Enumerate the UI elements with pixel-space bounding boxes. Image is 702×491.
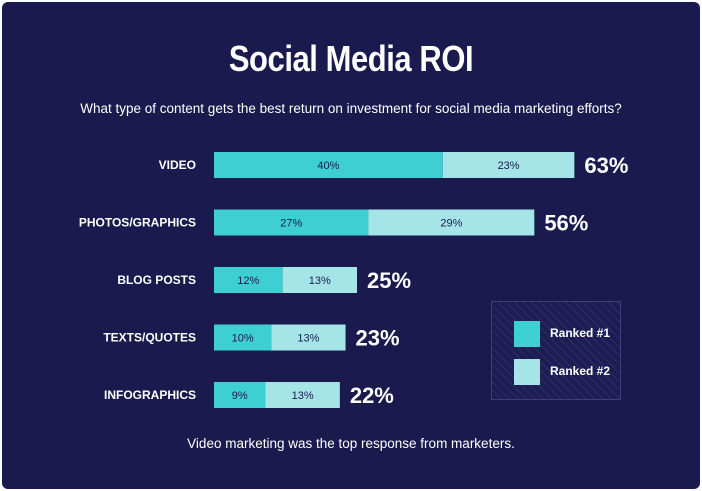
footer-note: Video marketing was the top response fro… bbox=[187, 436, 515, 451]
bar-segment-infographics-ranked-2 bbox=[265, 382, 340, 408]
bar-segment-texts-quotes-ranked-2 bbox=[271, 324, 346, 351]
category-label-texts-quotes: TEXTS/QUOTES bbox=[103, 331, 196, 345]
segment-label-blog-posts-ranked-2: 13% bbox=[309, 275, 331, 287]
bar-segment-infographics-ranked-1 bbox=[214, 382, 266, 408]
segment-label-texts-quotes-ranked-1: 10% bbox=[232, 333, 254, 345]
total-label-infographics: 22% bbox=[350, 383, 394, 408]
legend: Ranked #1 Ranked #2 bbox=[491, 301, 621, 400]
bar-segment-photos-graphics-ranked-1 bbox=[214, 209, 369, 236]
segment-label-photos-graphics-ranked-1: 27% bbox=[280, 218, 302, 230]
bar-segment-blog-posts-ranked-2 bbox=[282, 267, 357, 293]
total-label-texts-quotes: 23% bbox=[356, 326, 400, 351]
category-label-video: VIDEO bbox=[159, 158, 196, 172]
bar-segment-texts-quotes-ranked-1 bbox=[214, 324, 272, 351]
segment-label-photos-graphics-ranked-2: 29% bbox=[440, 218, 462, 230]
segment-label-infographics-ranked-2: 13% bbox=[292, 390, 314, 402]
segment-label-video-ranked-2: 23% bbox=[498, 160, 520, 172]
category-label-blog-posts: BLOG POSTS bbox=[117, 273, 196, 287]
chart-subtitle: What type of content gets the best retur… bbox=[80, 101, 622, 116]
legend-swatch-ranked-2 bbox=[514, 359, 540, 385]
chart-title: Social Media ROI bbox=[228, 38, 474, 79]
legend-label-ranked-1: Ranked #1 bbox=[550, 326, 611, 340]
segment-label-blog-posts-ranked-1: 12% bbox=[237, 275, 259, 287]
bar-segment-photos-graphics-ranked-2 bbox=[368, 209, 535, 236]
category-label-photos-graphics: PHOTOS/GRAPHICS bbox=[79, 216, 196, 230]
category-label-infographics: INFOGRAPHICS bbox=[104, 388, 196, 402]
total-label-photos-graphics: 56% bbox=[544, 211, 588, 236]
segment-label-infographics-ranked-1: 9% bbox=[232, 390, 248, 402]
legend-swatch-ranked-1 bbox=[514, 321, 540, 347]
bar-segment-video-ranked-2 bbox=[442, 152, 575, 178]
segment-label-texts-quotes-ranked-2: 13% bbox=[297, 333, 319, 345]
total-label-blog-posts: 25% bbox=[367, 268, 411, 293]
bar-segment-blog-posts-ranked-1 bbox=[214, 267, 283, 293]
bar-segment-video-ranked-1 bbox=[214, 152, 443, 178]
segment-label-video-ranked-1: 40% bbox=[317, 160, 339, 172]
legend-label-ranked-2: Ranked #2 bbox=[550, 364, 611, 378]
total-label-video: 63% bbox=[584, 153, 628, 178]
